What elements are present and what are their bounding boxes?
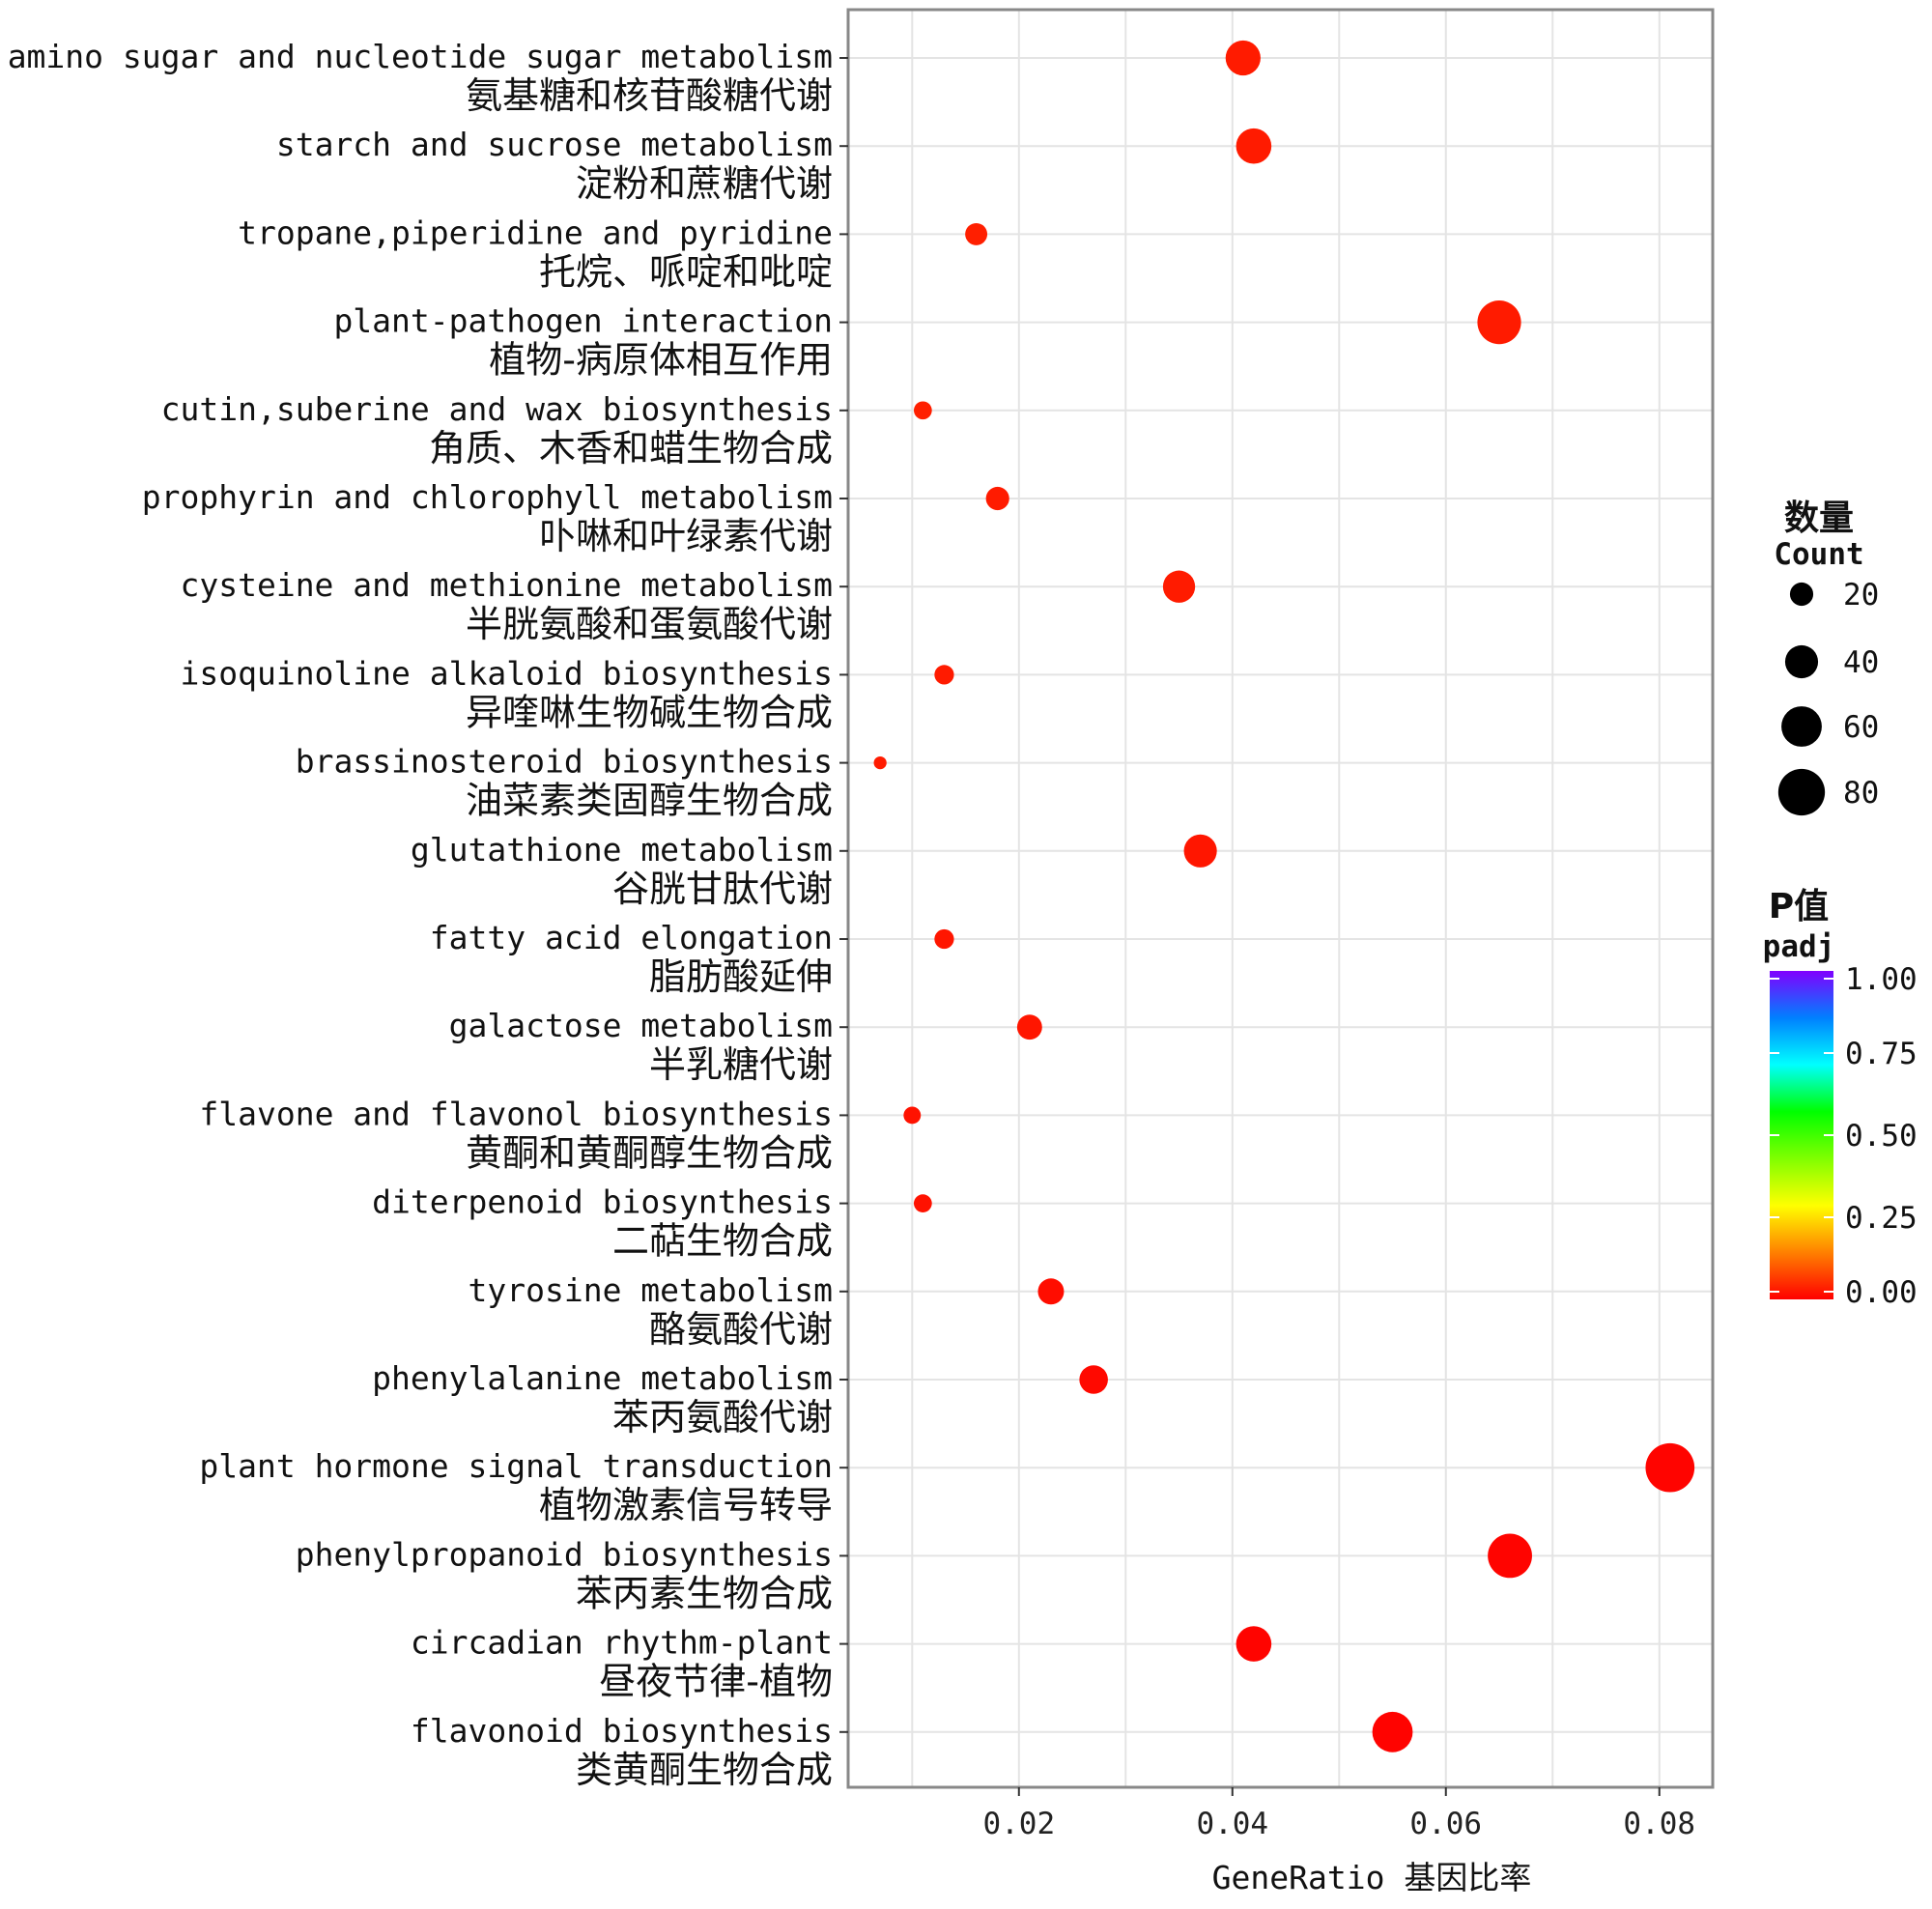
- y-label-en: prophyrin and chlorophyll metabolism: [142, 478, 833, 516]
- data-point: [1162, 570, 1196, 603]
- size-legend-title-zh: 数量: [1784, 499, 1854, 538]
- y-label-zh: 苯丙素生物合成: [576, 1572, 833, 1614]
- y-label-en: flavone and flavonol biosynthesis: [199, 1095, 833, 1132]
- size-legend: 数量 Count 20 40 60 80: [1774, 499, 1879, 816]
- x-tick-label: 0.06: [1409, 1807, 1482, 1841]
- color-legend-title-zh: P值: [1769, 887, 1829, 926]
- plot-panel-border: [846, 8, 1715, 1789]
- y-label-en: starch and sucrose metabolism: [276, 126, 833, 163]
- data-point: [1236, 1626, 1272, 1662]
- y-label-zh: 半胱氨酸和蛋氨酸代谢: [466, 603, 833, 645]
- y-label-en: tropane,piperidine and pyridine: [238, 214, 833, 251]
- data-point: [903, 1106, 922, 1125]
- y-label-zh: 淀粉和蔗糖代谢: [576, 162, 833, 205]
- y-label-en: plant hormone signal transduction: [199, 1447, 833, 1485]
- x-axis-title: GeneRatio 基因比率: [1212, 1859, 1532, 1896]
- y-label-zh: 昼夜节律-植物: [599, 1661, 833, 1703]
- y-label-zh: 托烷、哌啶和吡啶: [539, 250, 833, 293]
- y-label-zh: 酪氨酸代谢: [649, 1308, 833, 1351]
- size-legend-label: 60: [1843, 710, 1879, 745]
- y-label-en: isoquinoline alkaloid biosynthesis: [180, 654, 833, 692]
- y-label-en: flavonoid biosynthesis: [411, 1712, 833, 1750]
- y-label-en: tyrosine metabolism: [469, 1271, 834, 1309]
- data-point: [934, 928, 954, 950]
- y-label-zh: 黄酮和黄酮醇生物合成: [466, 1131, 833, 1174]
- data-point: [1372, 1711, 1413, 1752]
- size-legend-dot: [1781, 706, 1822, 747]
- y-label-en: phenylpropanoid biosynthesis: [296, 1535, 833, 1573]
- y-label-en: diterpenoid biosynthesis: [372, 1183, 833, 1221]
- size-legend-title-en: Count: [1774, 537, 1863, 572]
- color-legend: P值 padj 1.00 0.75 0.50 0.25 0.00: [1763, 887, 1918, 1310]
- size-legend-label: 20: [1843, 578, 1879, 613]
- y-label-zh: 类黄酮生物合成: [576, 1749, 833, 1791]
- y-label-zh: 角质、木香和蜡生物合成: [429, 427, 833, 470]
- y-label-zh: 植物激素信号转导: [539, 1484, 833, 1526]
- y-label-zh: 谷胱甘肽代谢: [612, 868, 833, 910]
- data-point: [873, 755, 887, 770]
- x-tick-label: 0.04: [1196, 1807, 1268, 1841]
- points-layer: [873, 40, 1695, 1752]
- x-tick-label: 0.08: [1623, 1807, 1695, 1841]
- y-label-en: amino sugar and nucleotide sugar metabol…: [8, 38, 833, 75]
- y-label-zh: 氨基糖和核苷酸糖代谢: [466, 74, 833, 117]
- size-legend-dot: [1789, 582, 1814, 607]
- data-point: [1079, 1365, 1108, 1394]
- y-label-zh: 油菜素类固醇生物合成: [466, 780, 833, 822]
- x-axis-ticks: 0.02 0.04 0.06 0.08: [982, 1787, 1695, 1841]
- y-label-zh: 脂肪酸延伸: [649, 955, 833, 998]
- colorbar-tick-label: 0.50: [1845, 1119, 1918, 1154]
- data-point: [913, 401, 932, 420]
- colorbar-tick-label: 0.75: [1845, 1037, 1918, 1071]
- y-label-zh: 苯丙氨酸代谢: [612, 1396, 833, 1439]
- data-point: [1037, 1278, 1065, 1305]
- x-tick-label: 0.02: [982, 1807, 1055, 1841]
- data-point: [1236, 128, 1272, 164]
- y-label-zh: 异喹啉生物碱生物合成: [466, 691, 833, 733]
- y-label-en: galactose metabolism: [449, 1007, 833, 1044]
- color-legend-title-en: padj: [1763, 929, 1835, 964]
- data-point: [934, 665, 954, 685]
- data-point: [985, 486, 1009, 511]
- data-point: [1183, 834, 1217, 868]
- data-point: [1645, 1442, 1695, 1493]
- colorbar-tick-label: 1.00: [1845, 962, 1918, 997]
- data-point: [1016, 1014, 1042, 1040]
- y-label-en: cutin,suberine and wax biosynthesis: [161, 390, 833, 428]
- y-axis-labels: amino sugar and nucleotide sugar metabol…: [8, 38, 848, 1791]
- size-legend-label: 40: [1843, 645, 1879, 680]
- y-label-en: phenylalanine metabolism: [372, 1359, 833, 1397]
- data-point: [1477, 300, 1521, 345]
- size-legend-items: 20 40 60 80: [1777, 578, 1879, 816]
- y-label-en: fatty acid elongation: [430, 919, 833, 956]
- grid-layer: [848, 10, 1713, 1787]
- data-point: [1225, 40, 1261, 76]
- colorbar-tick-label: 0.25: [1845, 1201, 1918, 1236]
- size-legend-label: 80: [1843, 776, 1879, 811]
- size-legend-dot: [1784, 644, 1819, 679]
- colorbar-ticks: 1.00 0.75 0.50 0.25 0.00: [1770, 962, 1918, 1310]
- y-label-zh: 二萜生物合成: [612, 1220, 833, 1263]
- y-label-zh: 卟啉和叶绿素代谢: [539, 515, 833, 557]
- data-point: [913, 1194, 932, 1212]
- y-label-en: plant-pathogen interaction: [333, 302, 833, 340]
- data-point: [965, 222, 988, 245]
- y-label-en: circadian rhythm-plant: [411, 1624, 833, 1662]
- colorbar: [1770, 971, 1833, 1299]
- y-label-en: glutathione metabolism: [411, 831, 833, 869]
- y-label-en: cysteine and methionine metabolism: [180, 566, 833, 604]
- y-label-en: brassinosteroid biosynthesis: [296, 743, 833, 781]
- data-point: [1488, 1533, 1532, 1579]
- colorbar-tick-label: 0.00: [1845, 1275, 1918, 1310]
- y-label-zh: 半乳糖代谢: [649, 1043, 833, 1086]
- size-legend-dot: [1777, 768, 1826, 816]
- y-label-zh: 植物-病原体相互作用: [489, 339, 833, 382]
